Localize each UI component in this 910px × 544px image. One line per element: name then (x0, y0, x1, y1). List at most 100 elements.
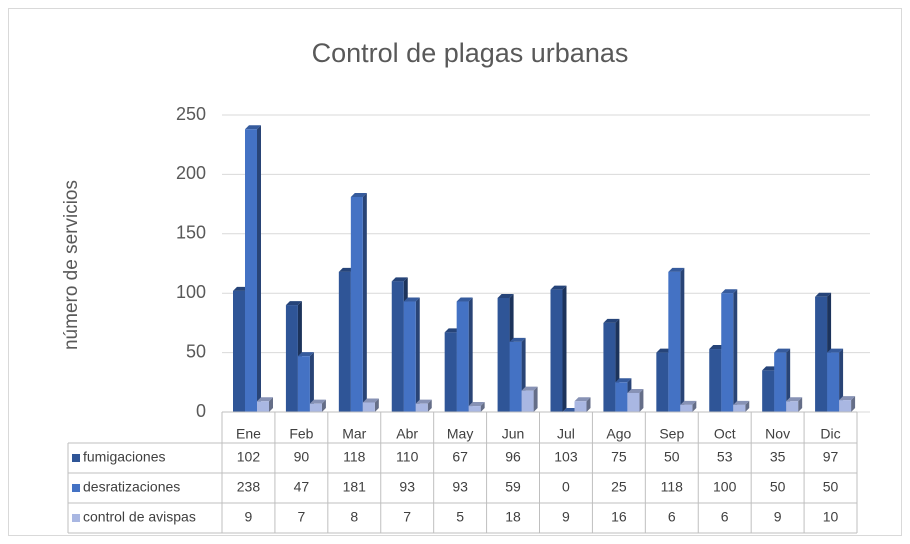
table-value: 102 (237, 449, 261, 465)
bar (497, 297, 510, 412)
table-value: 59 (505, 479, 521, 495)
bar-top (297, 352, 314, 357)
bar (362, 402, 375, 412)
bar-top (815, 292, 832, 297)
bar-top (391, 277, 408, 282)
bar-side (415, 297, 420, 412)
bar-side (745, 400, 750, 412)
bar-side (269, 397, 273, 412)
bar (574, 401, 587, 412)
bar-top (774, 348, 791, 353)
bar (297, 356, 310, 412)
bar-top (827, 348, 844, 353)
chart-title: Control de plagas urbanas (312, 38, 629, 68)
table-value: 9 (562, 509, 570, 525)
bar (444, 332, 457, 412)
bar-side (468, 297, 473, 412)
table-value: 75 (611, 449, 627, 465)
bar (456, 301, 469, 412)
table-value: 118 (661, 479, 684, 495)
bar-side (427, 399, 432, 412)
x-tick-label: Abr (396, 426, 418, 442)
x-tick-label: Oct (714, 426, 736, 442)
y-tick-label: 150 (176, 223, 206, 243)
bar (668, 271, 681, 412)
y-tick-label: 250 (176, 104, 206, 124)
table-value: 50 (823, 479, 839, 495)
bar (509, 341, 522, 412)
table-value: 35 (770, 449, 786, 465)
y-tick-label: 50 (186, 341, 206, 361)
bar-top (403, 297, 420, 302)
bar (285, 305, 298, 412)
table-value: 47 (294, 479, 310, 495)
legend-key (72, 454, 80, 462)
bar-top (574, 397, 591, 402)
bar (774, 352, 787, 412)
bar-top (468, 402, 485, 407)
table-value: 110 (396, 449, 419, 465)
table-value: 5 (456, 509, 464, 525)
bar-top (350, 192, 367, 197)
bar (257, 401, 269, 412)
x-tick-label: Dic (820, 426, 840, 442)
bar (403, 301, 416, 412)
table-value: 103 (554, 449, 578, 465)
bar-top (733, 400, 750, 405)
table-value: 118 (343, 449, 366, 465)
bar (839, 400, 852, 412)
bar-top (550, 285, 567, 290)
table-value: 10 (823, 509, 839, 525)
x-tick-label: Sep (659, 426, 684, 442)
x-tick-label: Ene (236, 426, 261, 442)
bar (680, 404, 693, 412)
y-tick-label: 200 (176, 163, 206, 183)
bar-top (680, 400, 697, 405)
table-value: 8 (350, 509, 358, 525)
table-value: 16 (611, 509, 627, 525)
bar-side (362, 192, 367, 412)
bar-top (362, 398, 379, 403)
bar-top (627, 388, 644, 393)
bar-top (786, 397, 803, 402)
bar-side (562, 285, 567, 412)
bar-top (521, 386, 538, 391)
bar-side (533, 386, 538, 412)
bar-side (692, 400, 697, 412)
bar (762, 370, 775, 412)
table-value: 93 (399, 479, 415, 495)
bar (233, 290, 245, 412)
bar-side (309, 352, 314, 412)
bar (656, 352, 669, 412)
bar-side (374, 398, 379, 412)
bar-side (321, 399, 326, 412)
table-value: 181 (343, 479, 367, 495)
bar (721, 293, 734, 412)
bar-side (680, 267, 685, 412)
bar-top (245, 125, 261, 130)
x-tick-label: Nov (765, 426, 790, 442)
table-value: 0 (562, 479, 570, 495)
bar-top (603, 318, 620, 323)
bar (350, 196, 363, 412)
bar (415, 403, 428, 412)
bar-top (309, 399, 326, 404)
table-value: 100 (713, 479, 737, 495)
bar (627, 392, 640, 412)
y-tick-label: 0 (196, 401, 206, 421)
bar-side (733, 289, 738, 412)
bar-top (415, 399, 432, 404)
bar (827, 352, 840, 412)
x-tick-label: May (447, 426, 473, 442)
x-tick-label: Mar (342, 426, 366, 442)
y-axis-label: número de servicios (61, 180, 82, 350)
bar (786, 401, 799, 412)
bar-top (509, 337, 526, 342)
table-value: 93 (452, 479, 468, 495)
legend-key (72, 514, 80, 522)
bar-top (257, 397, 273, 402)
x-tick-label: Feb (289, 426, 313, 442)
bar-side (257, 125, 261, 413)
bar-top (615, 378, 632, 383)
